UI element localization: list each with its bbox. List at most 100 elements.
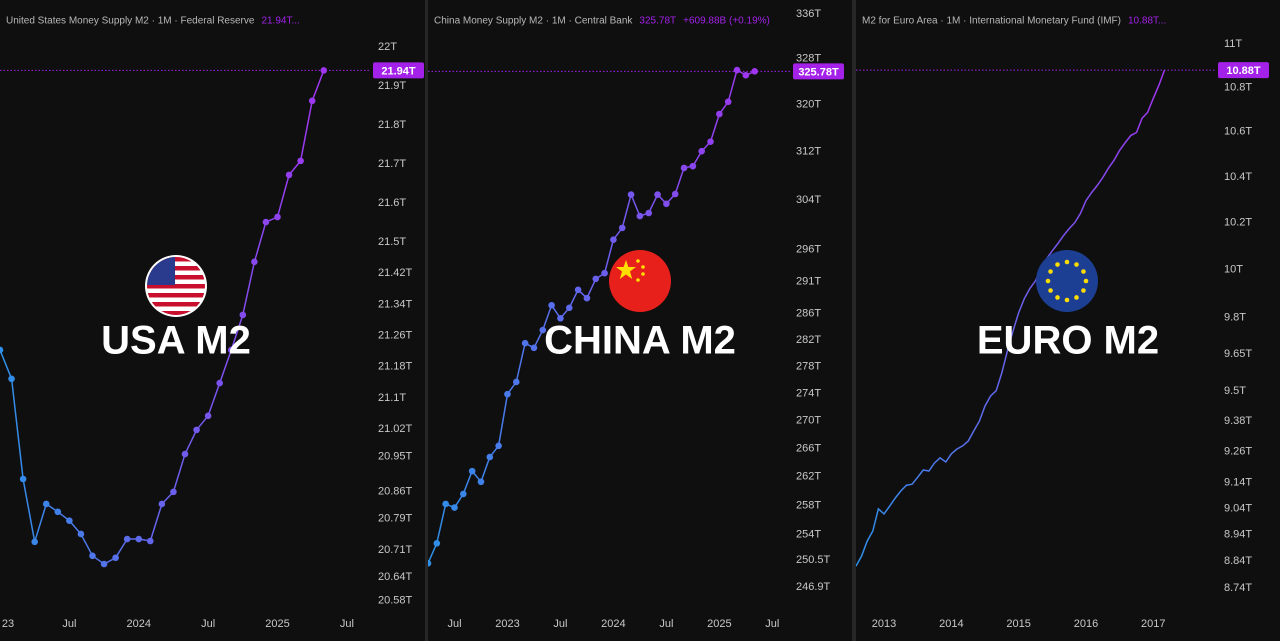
y-tick-label: 304T	[796, 194, 821, 206]
y-tick-label: 266T	[796, 443, 821, 455]
chart-panel: M2 for Euro Area · 1M · International Mo…	[856, 16, 1269, 630]
data-point	[285, 171, 293, 179]
x-tick-label: 2024	[127, 618, 151, 630]
data-point	[601, 269, 608, 277]
data-point	[54, 508, 62, 516]
y-tick-label: 20.58T	[378, 595, 413, 607]
eu-star	[1081, 269, 1086, 274]
data-point	[671, 190, 679, 198]
y-tick-label: 20.86T	[378, 485, 413, 497]
x-tick-label: Jul	[340, 618, 354, 630]
data-point	[31, 538, 38, 546]
y-tick-label: 10.4T	[1224, 171, 1252, 183]
data-point	[636, 212, 644, 220]
x-tick-label: Jul	[62, 618, 76, 630]
y-tick-label: 20.64T	[378, 571, 413, 583]
plot-area	[856, 69, 1215, 567]
chart-panel: China Money Supply M2 · 1M · Central Ban…	[428, 8, 844, 630]
data-point	[66, 517, 73, 525]
last-value-label: 21.94T	[381, 65, 416, 77]
usa-flag	[145, 255, 207, 317]
y-tick-label: 278T	[796, 360, 821, 372]
y-tick-label: 21.7T	[378, 158, 406, 170]
y-tick-label: 10.8T	[1224, 81, 1252, 93]
data-point	[433, 540, 441, 547]
y-tick-label: 20.79T	[378, 513, 413, 525]
data-point	[170, 488, 177, 496]
data-point	[742, 71, 750, 79]
y-tick-label: 21.02T	[378, 423, 413, 435]
panel-separator	[425, 0, 428, 641]
y-tick-label: 282T	[796, 334, 821, 346]
data-point	[181, 450, 189, 458]
y-tick-label: 270T	[796, 415, 821, 427]
y-tick-label: 21.42T	[378, 267, 413, 279]
data-point	[297, 157, 304, 165]
eu-star	[1074, 295, 1079, 300]
panel-separator	[852, 0, 856, 641]
data-point	[530, 344, 538, 352]
y-tick-label: 9.8T	[1224, 311, 1246, 323]
data-point	[574, 286, 582, 294]
panel-label: CHINA M2	[544, 319, 736, 363]
y-tick-label: 21.9T	[378, 80, 406, 92]
last-value-label: 10.88T	[1226, 65, 1261, 77]
data-point	[460, 490, 467, 498]
panel-label: EURO M2	[977, 319, 1159, 363]
x-tick-label: 23	[2, 618, 14, 630]
x-tick-label: 2017	[1141, 618, 1165, 630]
y-tick-label: 21.26T	[378, 329, 413, 341]
data-point	[468, 467, 476, 475]
data-point	[751, 68, 758, 75]
data-point	[663, 200, 670, 208]
data-point	[428, 559, 432, 567]
data-point	[239, 311, 247, 319]
data-point	[557, 314, 564, 322]
eu-star	[1055, 262, 1060, 267]
last-value-label: 325.78T	[798, 66, 839, 78]
x-tick-label: Jul	[447, 618, 461, 630]
data-point	[592, 275, 600, 283]
data-point	[451, 504, 458, 511]
x-tick-label: Jul	[201, 618, 215, 630]
header-value: 325.78T	[639, 16, 676, 27]
y-tick-label: 262T	[796, 471, 821, 483]
x-tick-label: Jul	[765, 618, 779, 630]
y-tick-label: 21.8T	[378, 119, 406, 131]
y-tick-label: 11T	[1224, 38, 1242, 50]
data-point	[19, 475, 27, 483]
y-tick-label: 9.5T	[1224, 385, 1246, 397]
last-value-badge	[1218, 62, 1269, 79]
data-point	[251, 258, 258, 266]
data-point	[504, 390, 511, 398]
data-point	[147, 537, 154, 545]
data-point	[216, 379, 223, 387]
y-tick-label: 274T	[796, 387, 821, 399]
last-value-badge	[793, 63, 844, 80]
y-tick-label: 258T	[796, 499, 821, 511]
chart-header: China Money Supply M2 · 1M · Central Ban…	[434, 16, 633, 27]
eu-star	[1081, 288, 1086, 293]
y-tick-label: 8.74T	[1224, 582, 1252, 594]
data-point	[689, 162, 697, 170]
eu-star	[1048, 288, 1053, 293]
y-tick-label: 9.04T	[1224, 502, 1252, 514]
y-tick-label: 21.18T	[378, 361, 413, 373]
y-tick-label: 246.9T	[796, 581, 831, 593]
data-point	[521, 339, 529, 347]
y-tick-label: 10T	[1224, 264, 1243, 276]
y-tick-label: 22T	[378, 41, 397, 53]
x-tick-label: 2025	[265, 618, 289, 630]
y-tick-label: 10.6T	[1224, 126, 1252, 138]
x-tick-label: 2025	[707, 618, 731, 630]
eu-star	[1064, 259, 1070, 265]
last-value-badge	[373, 62, 424, 79]
flags	[145, 250, 1098, 317]
eu-star	[1074, 262, 1079, 267]
header-value: 21.94T...	[261, 16, 299, 27]
y-tick-label: 8.94T	[1224, 529, 1252, 541]
y-tick-label: 21.34T	[378, 298, 413, 310]
y-tick-label: 21.6T	[378, 197, 406, 209]
eu-star	[1048, 269, 1053, 274]
